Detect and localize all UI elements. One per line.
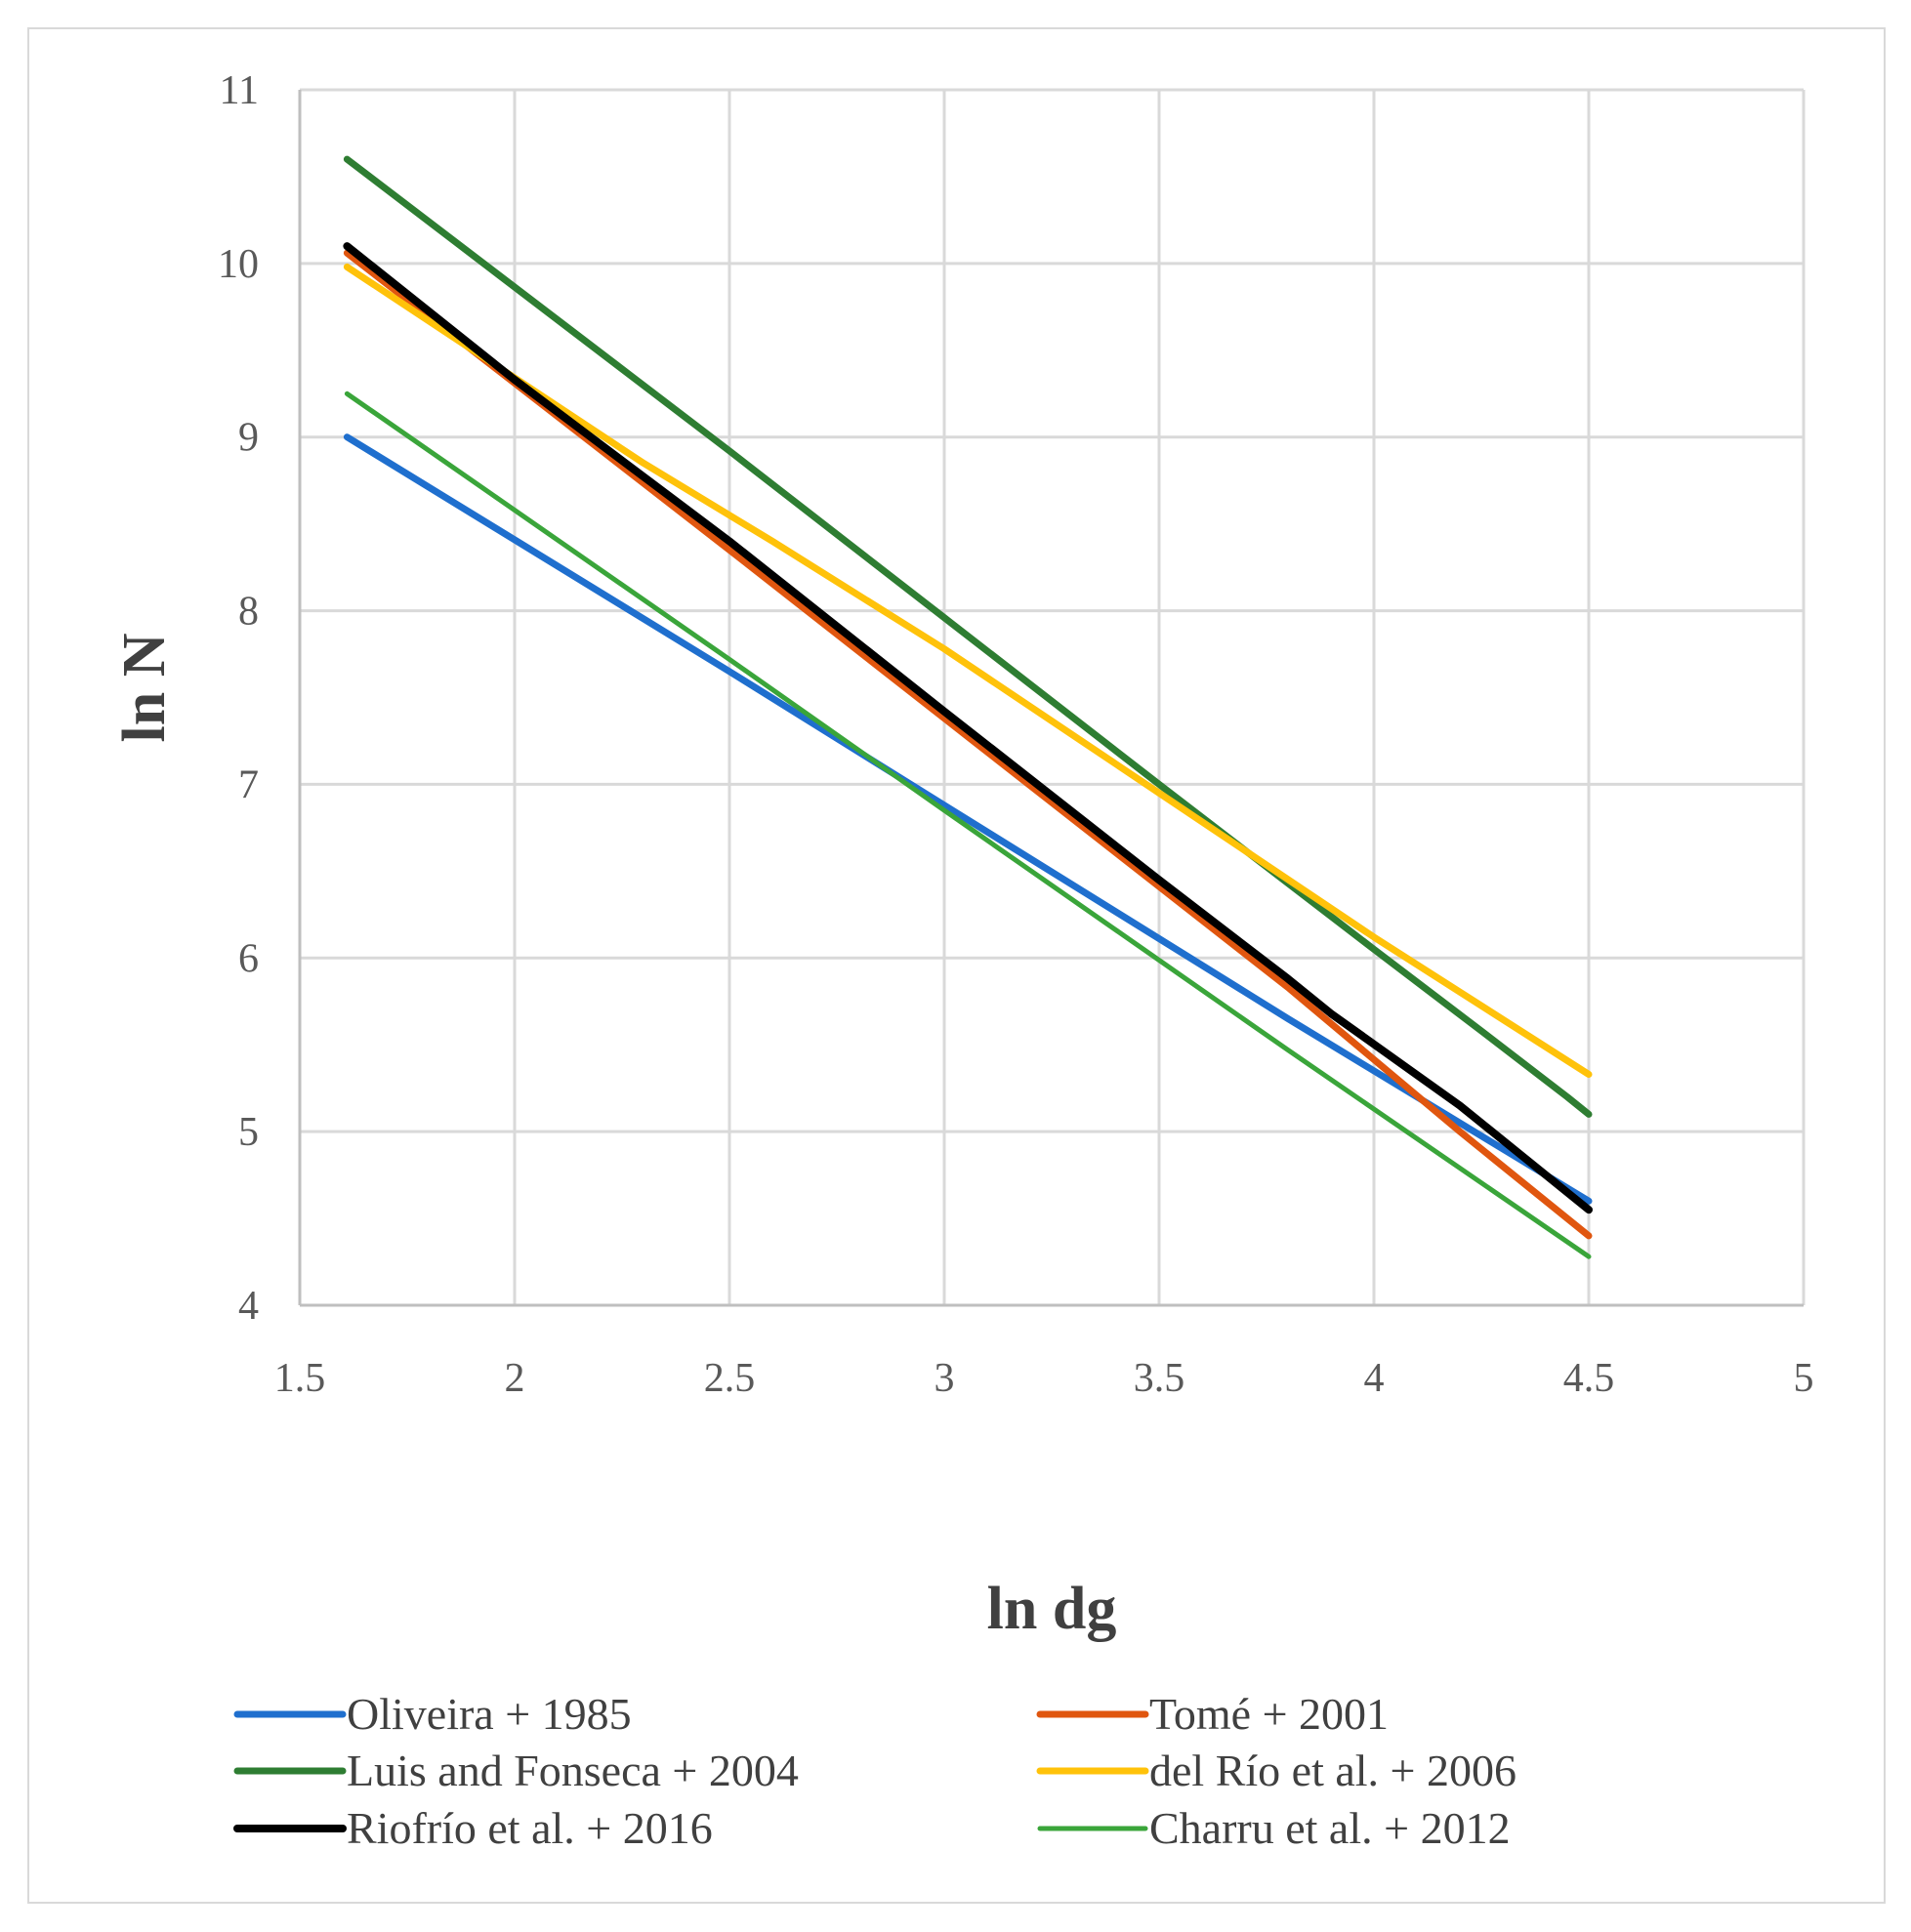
legend-item: Riofrío et al. + 2016 xyxy=(233,1803,713,1853)
legend-label: del Río et al. + 2006 xyxy=(1149,1746,1516,1795)
series-line-3 xyxy=(343,155,1593,1118)
legend-item: Luis and Fonseca + 2004 xyxy=(233,1746,799,1795)
y-tick-label: 5 xyxy=(238,1110,259,1155)
x-tick-label: 3 xyxy=(935,1356,955,1401)
line-chart: 1.5 2 2.5 3 3.5 4 4.5 5 4 5 6 7 8 9 10 11 ln dg ln N Ol… xyxy=(111,68,1814,1853)
series-lines xyxy=(343,155,1593,1259)
y-tick-label: 11 xyxy=(220,68,259,113)
legend-item: Oliveira + 1985 xyxy=(233,1689,632,1739)
legend-label: Charru et al. + 2012 xyxy=(1149,1803,1511,1853)
legend-label: Tomé + 2001 xyxy=(1149,1689,1389,1739)
series-line-5 xyxy=(343,242,1593,1214)
tick-labels: 1.5 2 2.5 3 3.5 4 4.5 5 4 5 6 7 8 9 10 11 xyxy=(218,68,1814,1401)
x-tick-label: 1.5 xyxy=(274,1356,326,1401)
legend-label: Riofrío et al. + 2016 xyxy=(347,1803,713,1853)
axes xyxy=(298,90,1804,1307)
y-tick-label: 10 xyxy=(218,242,259,287)
x-axis-title: ln dg xyxy=(987,1576,1117,1642)
y-tick-label: 7 xyxy=(238,762,259,807)
x-tick-label: 2 xyxy=(505,1356,525,1401)
y-axis-title: ln N xyxy=(111,634,178,743)
series-line-2 xyxy=(343,249,1593,1240)
legend-label: Luis and Fonseca + 2004 xyxy=(347,1746,799,1795)
y-tick-label: 8 xyxy=(238,590,259,635)
x-tick-label: 4 xyxy=(1364,1356,1385,1401)
legend: Oliveira + 1985 Tomé + 2001 Luis and Fonse… xyxy=(233,1689,1516,1853)
y-tick-label: 9 xyxy=(238,416,259,461)
x-tick-label: 4.5 xyxy=(1563,1356,1615,1401)
x-tick-label: 5 xyxy=(1794,1356,1814,1401)
legend-item: Tomé + 2001 xyxy=(1036,1689,1389,1739)
x-tick-label: 3.5 xyxy=(1134,1356,1185,1401)
legend-item: del Río et al. + 2006 xyxy=(1036,1746,1516,1795)
series-line-1 xyxy=(343,433,1593,1205)
chart-frame: 1.5 2 2.5 3 3.5 4 4.5 5 4 5 6 7 8 9 10 11 ln dg ln N Ol… xyxy=(27,27,1886,1904)
y-tick-label: 4 xyxy=(238,1284,259,1329)
legend-label: Oliveira + 1985 xyxy=(347,1689,632,1739)
legend-item: Charru et al. + 2012 xyxy=(1037,1803,1511,1853)
series-line-4 xyxy=(343,263,1593,1078)
series-line-6 xyxy=(344,391,1592,1259)
x-tick-label: 2.5 xyxy=(704,1356,756,1401)
grid-lines xyxy=(298,88,1806,1307)
y-tick-label: 6 xyxy=(238,936,259,981)
